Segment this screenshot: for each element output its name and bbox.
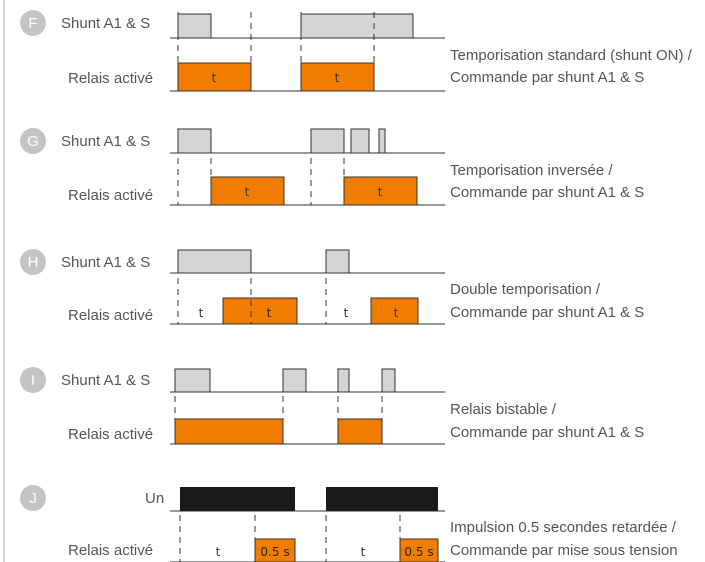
panel-h-shunt-pulse: [325, 249, 350, 274]
panel-h-relay-pulse: [222, 297, 298, 325]
panel-h-t-label: t: [394, 306, 399, 320]
panel-i-description-line-1: Relais bistable /: [450, 401, 557, 418]
panel-g-top-label: Shunt A1 & S: [61, 133, 150, 150]
panel-f-description-line-1: Temporisation standard (shunt ON) /: [450, 47, 693, 64]
panel-j-description-line-2: Commande par mise sous tension: [450, 542, 678, 559]
panel-j-markers: [179, 515, 401, 562]
panel-g-description-line-2: Commande par shunt A1 & S: [450, 184, 644, 201]
panel-h-description-line-1: Double temporisation /: [450, 281, 601, 298]
panel-j-badge: [20, 485, 46, 511]
panel-j-half-second-label: 0.5 s: [260, 545, 289, 559]
panel-i-badge: [20, 367, 46, 393]
panel-g: G Shunt A1 & S Relais activé t t Tempori…: [20, 128, 644, 206]
panel-g-shunt-pulse: [350, 128, 370, 154]
panel-f-relay-pulse: [300, 62, 375, 92]
panel-f-description-line-2: Commande par shunt A1 & S: [450, 69, 644, 86]
panel-h-markers: [177, 278, 327, 324]
panel-f-relay-pulse: [177, 62, 252, 92]
panel-g-shunt-pulse: [310, 128, 345, 154]
panel-j-top-label: Un: [145, 490, 164, 507]
panel-f-t-label: t: [212, 71, 217, 85]
panel-g-t-label: t: [378, 185, 383, 199]
panel-j-t-label: t: [216, 545, 221, 559]
panel-i-letter: I: [31, 372, 35, 389]
panel-g-t-label: t: [245, 185, 250, 199]
panel-i-description-line-2: Commande par shunt A1 & S: [450, 424, 644, 441]
panel-g-bottom-label: Relais activé: [68, 187, 153, 204]
panel-h-t-label: t: [267, 306, 272, 320]
panel-f-markers: [177, 12, 375, 91]
panel-j-t-label: t: [361, 545, 366, 559]
panel-j-power-pulse: [326, 487, 438, 511]
panel-j: J Un Relais activé t t 0.5 s 0.5 s Impul…: [20, 485, 678, 562]
panel-h-bottom-label: Relais activé: [68, 307, 153, 324]
panel-j-description-line-1: Impulsion 0.5 secondes retardée /: [450, 519, 677, 536]
panel-f-bottom-label: Relais activé: [68, 70, 153, 87]
panel-i: I Shunt A1 & S Relais activé Relais bist…: [20, 367, 644, 445]
panel-h-letter: H: [28, 254, 39, 271]
panel-h-t-label: t: [199, 306, 204, 320]
panel-g-shunt-pulse: [177, 128, 212, 154]
panel-i-shunt-pulse: [381, 368, 396, 393]
panel-i-markers: [174, 396, 383, 444]
panel-h-top-label: Shunt A1 & S: [61, 254, 150, 271]
panel-f-badge: [20, 10, 46, 36]
panel-i-relay-pulse: [174, 418, 284, 445]
panel-g-letter: G: [27, 133, 39, 150]
panel-i-top-label: Shunt A1 & S: [61, 372, 150, 389]
panel-j-half-second-label: 0.5 s: [404, 545, 433, 559]
panel-g-relay-pulse: [343, 176, 418, 206]
panel-h-shunt-pulse: [177, 249, 252, 274]
panel-i-relay-pulse: [337, 418, 383, 445]
panel-j-bottom-label: Relais activé: [68, 542, 153, 559]
panel-f-shunt-pulse: [177, 13, 212, 39]
panel-i-shunt-pulse: [337, 368, 350, 393]
panel-h-badge: [20, 249, 46, 275]
panel-h-t-label: t: [344, 306, 349, 320]
panel-h-relay-pulse: [370, 297, 419, 325]
panel-f: F Shunt A1 & S Relais activé t t Tempori…: [20, 10, 693, 92]
panel-i-shunt-pulse: [282, 368, 307, 393]
panel-h-description-line-2: Commande par shunt A1 & S: [450, 304, 644, 321]
panel-h: H Shunt A1 & S Relais activé t t t t Dou…: [20, 249, 644, 325]
panel-f-shunt-pulse: [300, 13, 414, 39]
panel-g-markers: [177, 158, 345, 205]
panel-g-badge: [20, 128, 46, 154]
panel-g-description-line-1: Temporisation inversée /: [450, 162, 613, 179]
panel-i-bottom-label: Relais activé: [68, 426, 153, 443]
panel-g-shunt-pulse: [378, 128, 386, 154]
panel-f-letter: F: [28, 15, 37, 32]
panel-f-top-label: Shunt A1 & S: [61, 15, 150, 32]
panel-j-letter: J: [29, 490, 37, 507]
panel-i-shunt-pulse: [174, 368, 211, 393]
panel-f-t-label: t: [335, 71, 340, 85]
panel-j-power-pulse: [180, 487, 295, 511]
